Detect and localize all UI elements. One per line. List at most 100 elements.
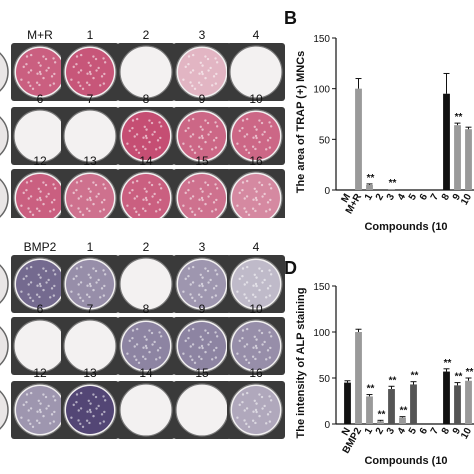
well-speckle [214,208,218,211]
x-tick-label: 4 [396,426,409,437]
well-speckle [269,410,272,414]
well-speckle [212,349,216,352]
well-speckle [97,192,100,196]
well-speckle [247,213,251,217]
well-speckle [245,265,249,269]
x-tick-label: 10 [459,426,474,442]
significance-label: ** [444,358,452,369]
well-speckle [204,76,207,80]
well-speckle [85,293,89,296]
well-speckle [266,201,270,204]
x-tick-label: 2 [374,426,387,437]
well-speckle [29,69,33,72]
well-speckle [144,196,148,200]
well-speckle [258,393,261,396]
well-speckle [135,117,139,121]
well-speckle [261,407,264,410]
well-speckle [200,295,203,299]
well-speckle [44,395,48,399]
well-speckle [201,72,204,76]
well [229,45,283,99]
well-speckle [72,65,75,69]
well-speckle [182,142,185,145]
well-speckle [266,287,270,290]
well-speckle [86,284,89,287]
well-speckle [29,265,33,269]
well-speckle [245,407,249,410]
well-speckle [193,361,197,365]
well-speckle [211,210,214,213]
well-speckle [95,281,98,284]
well-speckle [245,327,249,331]
well-speckle [204,55,207,58]
well-stain [178,174,226,218]
well-speckle [72,277,75,281]
well-speckle [53,273,57,276]
well-speckle [236,204,239,207]
well-speckle [260,183,264,187]
well-speckle [35,419,39,422]
well-speckle [245,195,249,198]
well-speckle [200,209,203,213]
well-speckle [258,329,261,332]
well-speckle [94,269,98,273]
well-speckle [79,84,82,88]
partial-well [0,178,9,218]
well-speckle [245,133,249,136]
well-speckle [25,393,29,396]
well-speckle [44,269,48,273]
well-speckle [258,414,261,418]
well-speckle [254,357,257,361]
well-speckle [145,128,148,131]
well-speckle [135,210,138,214]
well-speckle [200,83,203,87]
well-speckle [45,281,48,284]
well-speckle [20,416,23,419]
well-speckle [200,134,204,138]
well-speckle [215,187,219,190]
well-speckle [247,151,251,155]
well-speckle [193,87,197,91]
well-label: 4 [252,28,260,42]
well-speckle [153,130,156,134]
well-speckle [184,191,187,195]
well-speckle [158,356,162,359]
well-speckle [75,393,79,396]
well-speckle [263,278,266,282]
well-speckle [184,129,187,133]
well-speckle [92,393,95,396]
well-speckle [191,179,195,183]
significance-label: ** [466,367,474,378]
well-speckle [245,210,248,214]
well-speckle [159,335,163,338]
significance-label: ** [378,409,386,420]
well-speckle [100,75,104,78]
well-speckle [103,61,107,64]
well-speckle [241,267,245,270]
significance-label: ** [389,375,397,386]
well-speckle [144,147,147,151]
well-speckle [241,188,244,192]
well-speckle [265,358,268,361]
significance-label: ** [367,384,375,395]
x-tick-label: 1 [363,426,376,437]
well-speckle [131,126,134,130]
x-tick-label: 10 [459,192,474,208]
well-speckle [251,355,255,358]
well-label: 12 [33,366,47,380]
x-tick-label: 8 [440,426,453,437]
well-speckle [207,133,210,136]
well-speckle [159,187,163,190]
well-speckle [99,296,102,299]
well-speckle [29,195,33,198]
well-speckle [182,204,185,207]
well-speckle [268,183,271,186]
well-speckle [187,181,191,184]
well-speckle [241,329,245,332]
well-speckle [89,64,92,67]
well-speckle [45,407,48,410]
well-speckle [199,125,202,128]
well-speckle [182,78,185,81]
well-speckle [131,336,134,340]
y-tick-label: 150 [313,282,330,293]
